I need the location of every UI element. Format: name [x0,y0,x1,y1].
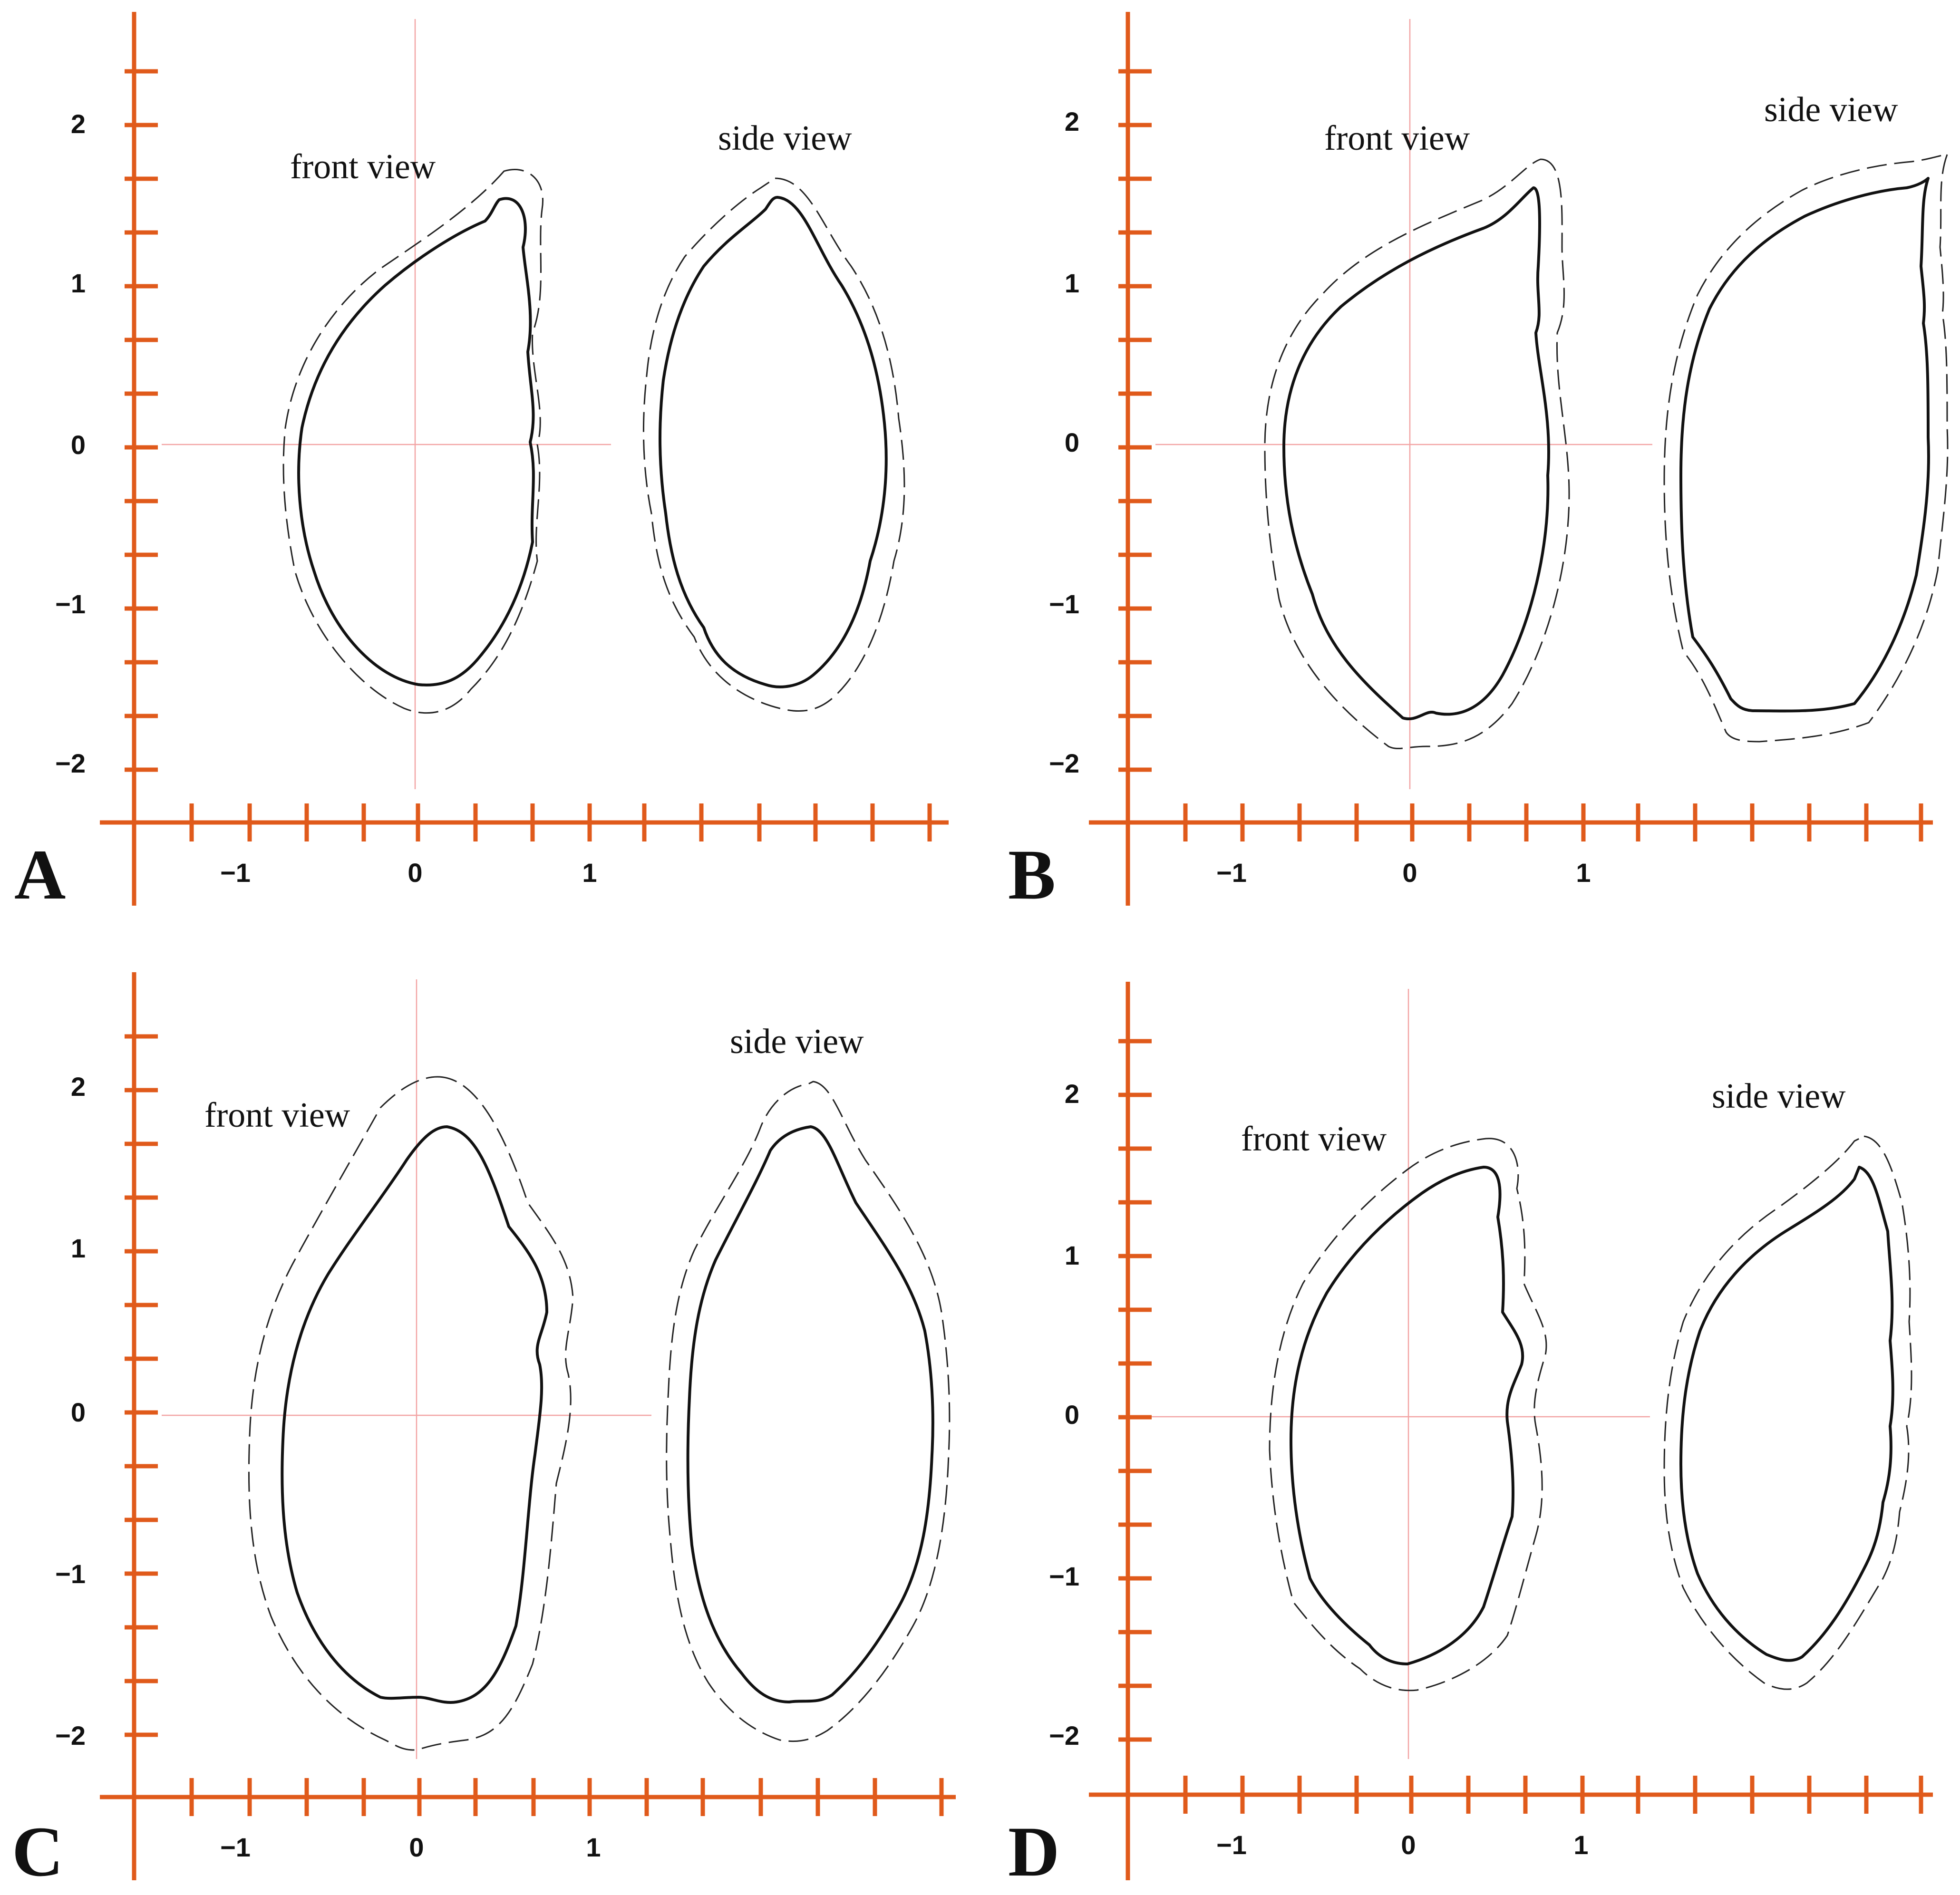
panel-c-letter: C [12,1812,63,1891]
panel-b-front-outline-dashed [1264,158,1570,749]
panel-b-ytick-neg1: −1 [1049,589,1079,619]
panel-d-ytick-2: 2 [1065,1079,1079,1109]
panel-d: 2 1 0 −1 −2 −1 0 1 front view side view … [1008,982,1933,1891]
panel-c-side-outline-dashed [666,1081,951,1742]
panel-a-xtick-0: 0 [408,858,422,888]
panel-a-front-outline-dashed [282,169,543,714]
panel-d-ytick-0: 0 [1065,1400,1079,1430]
panel-a-ytick-neg1: −1 [55,589,86,619]
panel-a-side-outline-dashed [642,177,905,712]
panel-a-y-ticks [125,69,158,772]
panel-d-front-outline-dashed [1269,1138,1547,1692]
panel-c-ytick-1: 1 [71,1233,86,1263]
panel-c-xtick-1: 1 [586,1832,601,1862]
panel-b-letter: B [1008,835,1056,914]
panel-a: 2 1 0 −1 −2 −1 0 1 front view side view … [14,12,949,914]
panel-c: 2 1 0 −1 −2 −1 0 1 front view side view … [12,972,956,1891]
panel-b-ytick-2: 2 [1065,106,1079,136]
panel-d-ytick-neg1: −1 [1049,1561,1079,1591]
panel-c-side-view-label: side view [730,1022,864,1061]
panel-a-letter: A [14,835,66,914]
panel-b-xtick-neg1: −1 [1216,858,1247,888]
panel-d-x-ticks [1183,1776,1923,1814]
panel-b-xtick-0: 0 [1402,858,1417,888]
panel-d-xtick-neg1: −1 [1216,1830,1247,1860]
panel-d-side-outline-dashed [1663,1135,1912,1690]
panel-a-xtick-1: 1 [582,858,597,888]
panel-c-x-ticks [189,1778,944,1816]
panel-b-xtick-1: 1 [1576,858,1591,888]
panel-b-front-outline-solid [1282,186,1550,720]
panel-b: 2 1 0 −1 −2 −1 0 1 front view side view … [1008,12,1949,914]
panel-b-side-outline-dashed [1663,154,1949,743]
panel-a-x-ticks [189,803,932,841]
panel-b-ytick-0: 0 [1065,427,1079,457]
panel-c-front-view-label: front view [204,1096,350,1135]
panel-a-ytick-1: 1 [71,268,86,298]
panel-a-side-view-label: side view [718,119,852,158]
panel-b-y-ticks [1118,69,1152,772]
panel-d-side-view-label: side view [1712,1077,1846,1116]
panel-c-side-outline-solid [686,1125,934,1703]
panel-b-ytick-neg2: −2 [1049,748,1079,778]
panel-c-ytick-neg2: −2 [55,1721,86,1750]
panel-d-letter: D [1008,1812,1059,1891]
panel-b-side-outline-solid [1679,177,1930,713]
panel-d-xtick-1: 1 [1573,1830,1588,1860]
panel-a-front-outline-solid [297,197,535,686]
panel-d-ytick-1: 1 [1065,1240,1079,1270]
panel-c-ytick-2: 2 [71,1072,86,1102]
panel-a-ytick-neg2: −2 [55,748,86,778]
panel-c-xtick-0: 0 [409,1832,424,1862]
panel-d-ytick-neg2: −2 [1049,1721,1079,1750]
panel-d-front-view-label: front view [1241,1120,1387,1159]
panel-a-side-outline-solid [659,196,888,688]
panel-c-front-outline-dashed [248,1076,574,1751]
panel-b-ytick-1: 1 [1065,268,1079,298]
panel-d-xtick-0: 0 [1401,1830,1416,1860]
panel-b-x-ticks [1183,803,1923,841]
panel-c-y-ticks [125,1034,158,1737]
panel-a-ytick-2: 2 [71,109,86,139]
panel-a-front-view-label: front view [290,147,436,186]
panel-d-y-ticks [1118,1039,1152,1742]
panel-a-xtick-neg1: −1 [220,858,251,888]
panel-c-ytick-neg1: −1 [55,1559,86,1589]
panel-a-ytick-0: 0 [71,430,86,460]
panel-d-front-outline-solid [1290,1166,1524,1665]
panel-c-ytick-0: 0 [71,1397,86,1427]
panel-b-front-view-label: front view [1324,119,1470,158]
panel-c-front-outline-solid [281,1125,548,1704]
panel-b-side-view-label: side view [1764,90,1898,129]
panel-d-side-outline-solid [1679,1166,1894,1662]
panel-c-xtick-neg1: −1 [220,1832,251,1862]
